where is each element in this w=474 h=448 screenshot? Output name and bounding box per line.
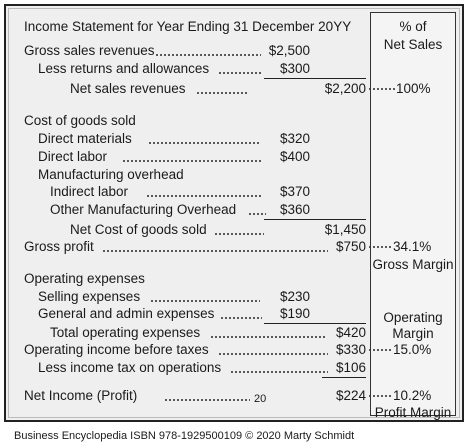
direct-materials-label: Direct materials (38, 131, 132, 146)
returns-amount: $300 (279, 61, 310, 76)
net-income-amount: $224 (335, 388, 366, 403)
gross-sales-amount: $2,500 (268, 43, 310, 58)
selling-label: Selling expenses (38, 289, 141, 304)
gross-profit-label: Gross profit (24, 239, 94, 254)
tax-rule (322, 377, 366, 378)
selling-amount: $230 (279, 289, 310, 304)
general-admin-leader (220, 317, 262, 319)
net-sales-pct: 100% (396, 81, 431, 96)
opex-rule (264, 323, 366, 324)
other-overhead-leader (248, 213, 266, 215)
percent-header-line1: % of (399, 19, 427, 34)
total-opex-amount: $420 (335, 325, 366, 340)
operating-margin-label-line1: Operating (383, 310, 443, 325)
other-overhead-amount: $360 (279, 202, 310, 217)
net-cogs-leader (214, 233, 264, 235)
direct-labor-label: Direct labor (38, 149, 108, 164)
indirect-labor-leader (146, 195, 262, 197)
net-income-label: Net Income (Profit) (24, 388, 138, 403)
returns-rule (264, 78, 366, 79)
gross-profit-pct-leader (368, 246, 392, 248)
net-income-pct-leader (368, 395, 392, 397)
indirect-labor-amount: $370 (279, 184, 310, 199)
percent-column-box (370, 12, 456, 416)
other-overhead-label: Other Manufacturing Overhead (50, 202, 237, 217)
net-sales-amount: $2,200 (324, 81, 366, 96)
general-admin-label: General and admin expenses (38, 306, 215, 321)
general-admin-amount: $190 (279, 306, 310, 321)
returns-leader (218, 72, 262, 74)
direct-materials-amount: $320 (279, 131, 310, 146)
direct-materials-leader (148, 142, 260, 144)
net-income-leader (164, 399, 250, 401)
operating-income-pct-leader (368, 349, 392, 351)
net-sales-leader (196, 92, 248, 94)
direct-labor-leader (122, 160, 262, 162)
operating-income-pct: 15.0% (393, 342, 432, 357)
operating-income-label: Operating income before taxes (24, 342, 209, 357)
gross-profit-leader (102, 250, 328, 252)
percent-header-line2: Net Sales (383, 37, 443, 52)
net-cogs-label: Net Cost of goods sold (70, 222, 207, 237)
operating-income-leader (218, 353, 328, 355)
gross-margin-label: Gross Margin (372, 257, 454, 272)
net-income-pct: 10.2% (393, 388, 432, 403)
cogs-heading: Cost of goods sold (24, 113, 136, 128)
footer-credit: Business Encyclopedia ISBN 978-192950010… (14, 430, 355, 442)
gross-profit-amount: $750 (335, 239, 366, 254)
gross-sales-label: Gross sales revenues (24, 43, 155, 58)
total-opex-label: Total operating expenses (50, 325, 201, 340)
total-opex-leader (210, 336, 326, 338)
selling-leader (150, 300, 260, 302)
direct-labor-amount: $400 (279, 149, 310, 164)
tax-leader (230, 371, 328, 373)
net-cogs-amount: $1,450 (324, 222, 366, 237)
overhead-rule (264, 219, 366, 220)
tax-label: Less income tax on operations (38, 360, 222, 375)
page-number: 20 (254, 393, 267, 405)
indirect-labor-label: Indirect labor (50, 184, 129, 199)
operating-income-amount: $330 (335, 342, 366, 357)
net-sales-pct-leader (368, 88, 396, 90)
profit-margin-label: Profit Margin (374, 405, 452, 420)
net-sales-label: Net sales revenues (70, 81, 186, 96)
tax-amount: $106 (335, 360, 366, 375)
statement-title: Income Statement for Year Ending 31 Dece… (24, 19, 352, 34)
returns-label: Less returns and allowances (38, 61, 210, 76)
gross-profit-pct: 34.1% (393, 239, 432, 254)
opex-heading: Operating expenses (24, 271, 145, 286)
mfg-overhead-heading: Manufacturing overhead (38, 167, 184, 182)
gross-sales-leader (155, 54, 261, 56)
operating-margin-label-line2: Margin (392, 326, 434, 341)
